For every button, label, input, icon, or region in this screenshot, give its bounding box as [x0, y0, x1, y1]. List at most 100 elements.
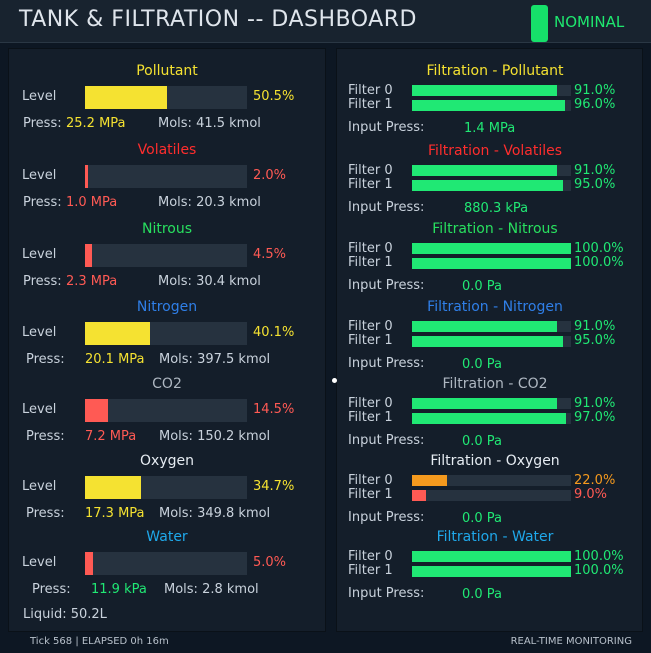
- tank-level-value: 50.5%: [253, 89, 295, 104]
- filter0-label: Filter 0: [348, 83, 393, 98]
- filter1-bar: [412, 180, 571, 191]
- filter0-value: 100.0%: [574, 549, 624, 564]
- tank-title: Pollutant: [136, 63, 198, 79]
- filter1-value: 100.0%: [574, 563, 624, 578]
- filter1-bar: [412, 490, 571, 501]
- filter0-label: Filter 0: [348, 241, 393, 256]
- filter1-label: Filter 1: [348, 97, 393, 112]
- input-press-value: 0.0 Pa: [462, 279, 503, 294]
- filter0-fill: [412, 165, 557, 176]
- tank-pressure-value: 2.3 MPa: [66, 274, 118, 289]
- tank-level-bar: [85, 86, 247, 109]
- tank-level-value: 4.5%: [253, 247, 287, 262]
- filter1-value: 9.0%: [574, 487, 608, 502]
- filtration-panel: Filtration - Pollutant Filter 0 91.0% Filte…: [336, 48, 643, 632]
- filter1-bar: [412, 336, 571, 347]
- tank-mols-value: Mols: 20.3 kmol: [158, 195, 261, 210]
- tank-pressure-value: 7.2 MPa: [85, 429, 137, 444]
- tank-level-bar: [85, 244, 247, 267]
- input-press-value: 0.0 Pa: [462, 357, 503, 372]
- filter0-fill: [412, 475, 447, 486]
- tank-level-value: 34.7%: [253, 479, 295, 494]
- press-label: Press:: [26, 506, 65, 521]
- filter0-bar: [412, 165, 571, 176]
- tank-level-fill: [85, 552, 94, 575]
- tank-mols-value: Mols: 397.5 kmol: [159, 352, 271, 367]
- tank-pressure-value: 25.2 MPa: [66, 116, 126, 131]
- input-press-label: Input Press:: [348, 586, 425, 601]
- filter1-bar: [412, 100, 571, 111]
- filter1-label: Filter 1: [348, 487, 393, 502]
- filter0-fill: [412, 551, 571, 562]
- filter1-label: Filter 1: [348, 333, 393, 348]
- filter1-fill: [412, 413, 567, 424]
- input-press-label: Input Press:: [348, 433, 425, 448]
- filter0-bar: [412, 398, 571, 409]
- filter1-bar: [412, 258, 571, 269]
- filter0-fill: [412, 85, 557, 96]
- level-label: Level: [22, 479, 57, 494]
- tank-level-bar: [85, 476, 247, 499]
- filter0-bar: [412, 321, 571, 332]
- filter1-fill: [412, 566, 571, 577]
- filter1-fill: [412, 100, 565, 111]
- tank-pressure-value: 20.1 MPa: [85, 352, 145, 367]
- tank-pressure-value: 11.9 kPa: [91, 582, 147, 597]
- tank-level-fill: [85, 322, 150, 345]
- tank-level-fill: [85, 476, 142, 499]
- filtration-title: Filtration - Nitrous: [432, 221, 558, 237]
- press-label: Press:: [32, 582, 71, 597]
- tank-level-fill: [85, 399, 109, 422]
- input-press-value: 0.0 Pa: [462, 587, 503, 602]
- filter1-label: Filter 1: [348, 255, 393, 270]
- filtration-title: Filtration - CO2: [442, 376, 548, 392]
- filtration-title: Filtration - Volatiles: [427, 143, 563, 159]
- input-press-label: Input Press:: [348, 278, 425, 293]
- tank-mols-value: Mols: 41.5 kmol: [158, 116, 261, 131]
- filter0-value: 91.0%: [574, 83, 616, 98]
- tank-level-bar: [85, 322, 247, 345]
- tank-level-fill: [85, 86, 167, 109]
- level-label: Level: [22, 325, 57, 340]
- header-bar: TANK & FILTRATION -- DASHBOARD NOMINAL: [0, 0, 651, 43]
- input-press-value: 880.3 kPa: [464, 201, 529, 216]
- filter0-fill: [412, 321, 557, 332]
- filter0-label: Filter 0: [348, 319, 393, 334]
- filter1-value: 96.0%: [574, 97, 616, 112]
- tank-level-fill: [85, 244, 93, 267]
- filter1-bar: [412, 413, 571, 424]
- press-label: Press:: [26, 429, 65, 444]
- filter0-value: 100.0%: [574, 241, 624, 256]
- tank-title: CO2: [152, 376, 182, 392]
- tank-title: Water: [146, 529, 188, 545]
- tank-pressure-value: 1.0 MPa: [66, 195, 118, 210]
- tank-title: Volatiles: [137, 142, 197, 158]
- input-press-value: 1.4 MPa: [464, 121, 516, 136]
- filter1-bar: [412, 566, 571, 577]
- filter0-value: 22.0%: [574, 473, 616, 488]
- tank-pressure-value: 17.3 MPa: [85, 506, 145, 521]
- tank-level-bar: [85, 399, 247, 422]
- tank-panel: Pollutant Level 50.5% Press: 25.2 MPa Mols: 4…: [8, 48, 326, 632]
- filter0-bar: [412, 551, 571, 562]
- filter0-value: 91.0%: [574, 396, 616, 411]
- tank-level-fill: [85, 165, 89, 188]
- tank-mols-value: Mols: 150.2 kmol: [159, 429, 271, 444]
- tank-title: Nitrogen: [136, 299, 198, 315]
- press-label: Press:: [23, 116, 62, 131]
- filter1-value: 95.0%: [574, 177, 616, 192]
- input-press-label: Input Press:: [348, 510, 425, 525]
- tank-mols-value: Mols: 30.4 kmol: [158, 274, 261, 289]
- filter0-value: 91.0%: [574, 319, 616, 334]
- level-label: Level: [22, 402, 57, 417]
- footer-tick-info: Tick 568 | ELAPSED 0h 16m: [30, 636, 169, 647]
- filtration-title: Filtration - Oxygen: [430, 453, 560, 469]
- tank-level-value: 14.5%: [253, 402, 295, 417]
- filter0-label: Filter 0: [348, 396, 393, 411]
- input-press-label: Input Press:: [348, 120, 425, 135]
- tank-title: Nitrous: [141, 221, 193, 237]
- input-press-value: 0.0 Pa: [462, 434, 503, 449]
- tank-level-bar: [85, 552, 247, 575]
- press-label: Press:: [26, 352, 65, 367]
- filter0-label: Filter 0: [348, 163, 393, 178]
